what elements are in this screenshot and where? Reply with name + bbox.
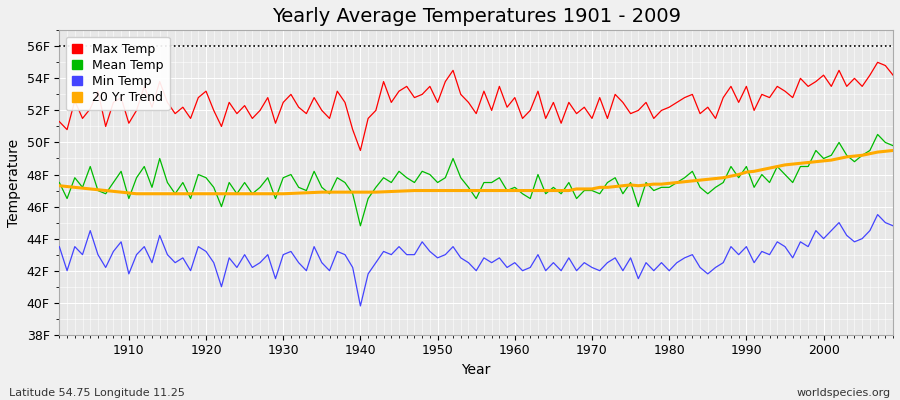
Title: Yearly Average Temperatures 1901 - 2009: Yearly Average Temperatures 1901 - 2009 — [272, 7, 680, 26]
Text: Latitude 54.75 Longitude 11.25: Latitude 54.75 Longitude 11.25 — [9, 388, 184, 398]
Legend: Max Temp, Mean Temp, Min Temp, 20 Yr Trend: Max Temp, Mean Temp, Min Temp, 20 Yr Tre… — [66, 36, 169, 110]
Y-axis label: Temperature: Temperature — [7, 138, 21, 226]
Text: worldspecies.org: worldspecies.org — [796, 388, 891, 398]
X-axis label: Year: Year — [462, 363, 490, 377]
